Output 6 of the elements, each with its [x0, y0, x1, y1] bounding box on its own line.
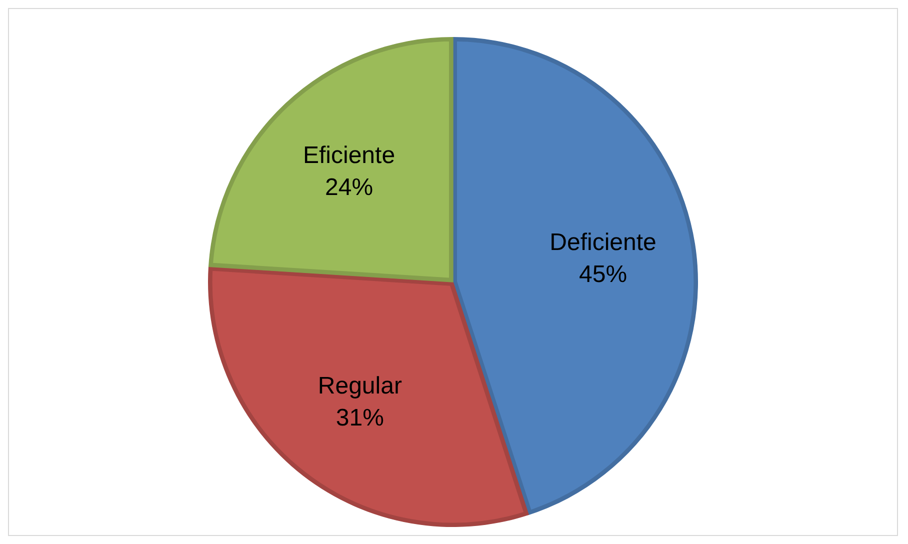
slice-label: Deficiente: [550, 228, 656, 256]
slice-label: Regular: [318, 372, 402, 400]
data-label: 24%: [324, 174, 374, 201]
data-label: 45%: [579, 260, 628, 288]
slice-label: Eficiente: [302, 142, 396, 169]
data-label: 31%: [336, 404, 384, 432]
